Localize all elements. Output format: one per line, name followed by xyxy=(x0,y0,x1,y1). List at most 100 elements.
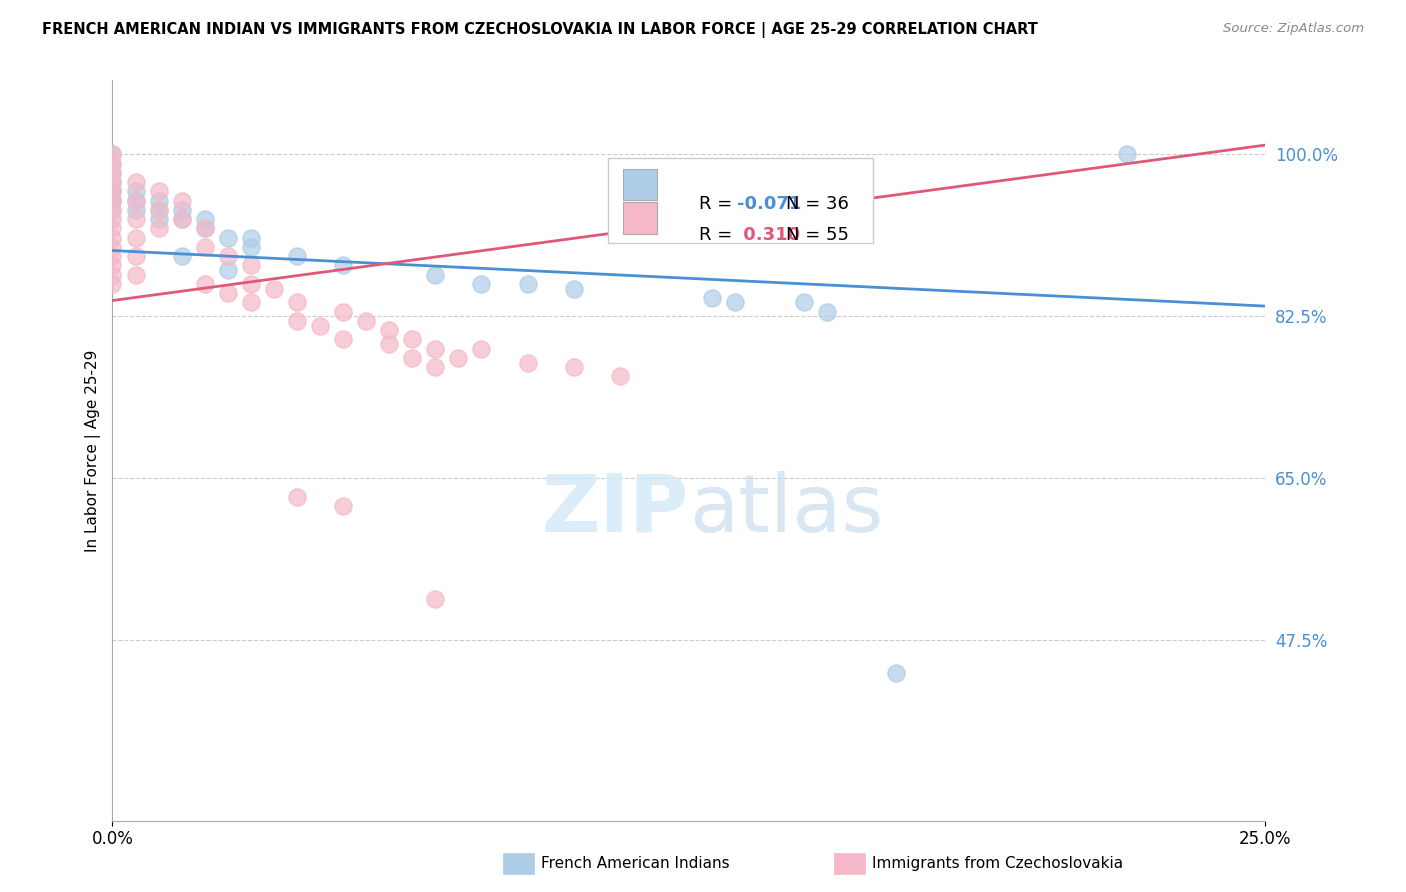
Point xyxy=(378,337,401,351)
Point xyxy=(101,147,124,161)
Point xyxy=(194,221,217,235)
Point xyxy=(700,291,723,305)
FancyBboxPatch shape xyxy=(623,169,657,200)
Point xyxy=(170,212,193,227)
Point xyxy=(194,277,217,291)
Point xyxy=(309,318,332,333)
Point xyxy=(170,249,193,263)
Point xyxy=(101,156,124,170)
Point xyxy=(217,249,239,263)
Point xyxy=(148,194,170,208)
Point xyxy=(470,342,492,356)
Point xyxy=(724,295,747,310)
Point xyxy=(101,156,124,170)
Y-axis label: In Labor Force | Age 25-29: In Labor Force | Age 25-29 xyxy=(86,350,101,551)
Point xyxy=(447,351,470,365)
Point xyxy=(124,175,146,189)
Text: N = 36: N = 36 xyxy=(786,194,849,213)
Point xyxy=(886,665,908,680)
Point xyxy=(124,249,146,263)
Point xyxy=(124,194,146,208)
Text: N = 55: N = 55 xyxy=(786,226,849,244)
Point xyxy=(101,249,124,263)
Point xyxy=(101,194,124,208)
Point xyxy=(124,230,146,244)
Point xyxy=(516,277,538,291)
Point xyxy=(101,147,124,161)
Point xyxy=(239,277,262,291)
Text: Immigrants from Czechoslovakia: Immigrants from Czechoslovakia xyxy=(872,856,1123,871)
Point xyxy=(101,166,124,180)
Text: FRENCH AMERICAN INDIAN VS IMMIGRANTS FROM CZECHOSLOVAKIA IN LABOR FORCE | AGE 25: FRENCH AMERICAN INDIAN VS IMMIGRANTS FRO… xyxy=(42,22,1038,38)
Point xyxy=(239,240,262,254)
Point xyxy=(401,332,423,346)
Point xyxy=(124,202,146,217)
Point xyxy=(101,221,124,235)
Point xyxy=(239,295,262,310)
Point xyxy=(562,281,585,295)
Point xyxy=(425,591,447,606)
Point xyxy=(285,314,308,328)
FancyBboxPatch shape xyxy=(609,158,873,244)
Point xyxy=(170,202,193,217)
Point xyxy=(516,355,538,369)
Point xyxy=(101,166,124,180)
Point xyxy=(332,499,354,513)
Point xyxy=(378,323,401,337)
Text: R =: R = xyxy=(699,194,738,213)
Point xyxy=(101,194,124,208)
Point xyxy=(401,351,423,365)
Point xyxy=(815,304,838,318)
Point xyxy=(101,240,124,254)
Point xyxy=(332,259,354,273)
Point xyxy=(425,360,447,375)
Text: Source: ZipAtlas.com: Source: ZipAtlas.com xyxy=(1223,22,1364,36)
Point xyxy=(101,194,124,208)
Point xyxy=(101,277,124,291)
Point xyxy=(101,230,124,244)
Point xyxy=(148,202,170,217)
Point xyxy=(332,332,354,346)
Point xyxy=(101,259,124,273)
Point xyxy=(1116,147,1139,161)
Point xyxy=(101,212,124,227)
Point xyxy=(101,185,124,199)
Text: 0.310: 0.310 xyxy=(737,226,800,244)
Point xyxy=(101,202,124,217)
Point xyxy=(470,277,492,291)
Point xyxy=(609,369,631,384)
Point xyxy=(425,268,447,282)
Point xyxy=(101,175,124,189)
Point xyxy=(562,360,585,375)
Point xyxy=(101,185,124,199)
Point xyxy=(354,314,377,328)
Point xyxy=(170,212,193,227)
Point xyxy=(148,202,170,217)
Point xyxy=(101,175,124,189)
Point xyxy=(217,263,239,277)
FancyBboxPatch shape xyxy=(623,202,657,234)
Point xyxy=(263,281,285,295)
Point xyxy=(793,295,815,310)
Text: R =: R = xyxy=(699,226,738,244)
Point xyxy=(239,230,262,244)
Text: -0.071: -0.071 xyxy=(737,194,801,213)
Point xyxy=(148,212,170,227)
Point xyxy=(285,249,308,263)
Text: ZIP: ZIP xyxy=(541,471,689,549)
Point xyxy=(239,259,262,273)
Point xyxy=(170,194,193,208)
Point xyxy=(217,286,239,301)
Point xyxy=(425,342,447,356)
Point xyxy=(194,221,217,235)
Point xyxy=(285,295,308,310)
Point xyxy=(217,230,239,244)
Point xyxy=(101,268,124,282)
Point xyxy=(101,202,124,217)
Point xyxy=(285,490,308,504)
Point xyxy=(101,185,124,199)
Text: French American Indians: French American Indians xyxy=(541,856,730,871)
Point xyxy=(194,240,217,254)
Point xyxy=(124,268,146,282)
Point xyxy=(124,185,146,199)
